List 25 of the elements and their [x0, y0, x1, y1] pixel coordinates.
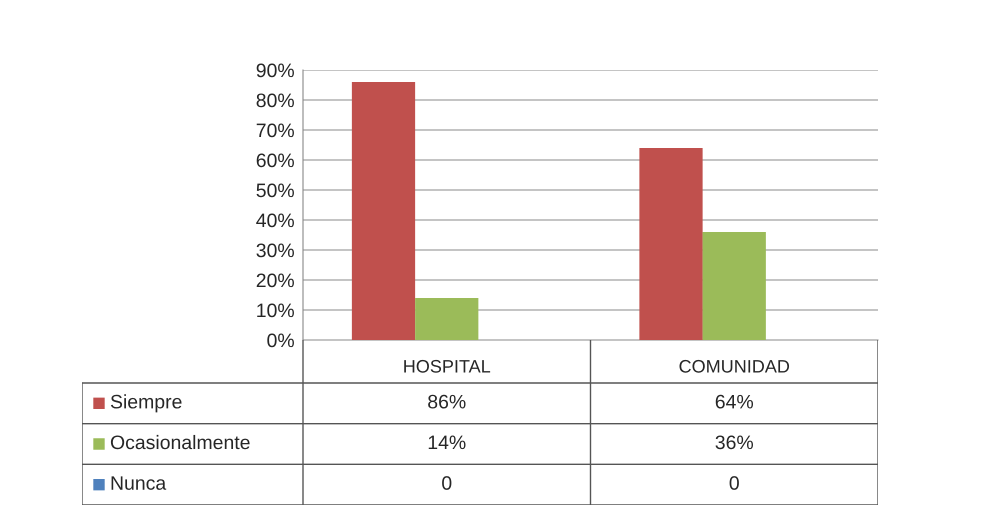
y-tick-label: 80% [256, 93, 294, 108]
data-label: 14% [428, 436, 466, 450]
y-tick-label: 40% [256, 213, 294, 228]
bar [702, 232, 766, 340]
bar [352, 82, 416, 340]
bar [415, 298, 478, 340]
bar [639, 148, 703, 340]
x-tick-label: COMUNIDAD [679, 360, 790, 373]
y-tick-label: 70% [256, 123, 294, 138]
y-tick-label: 50% [256, 183, 294, 198]
data-label: 86% [428, 394, 466, 409]
data-label: 36% [716, 435, 754, 450]
data-label: 0 [730, 476, 739, 490]
legend-label: Siempre [110, 394, 182, 412]
y-tick-label: 10% [257, 303, 294, 318]
data-label: 0 [442, 476, 452, 490]
legend-label: Ocasionalmente [110, 434, 250, 450]
y-tick-label: 90% [256, 63, 294, 78]
y-tick-label: 20% [256, 273, 294, 288]
data-label: 64% [716, 394, 754, 409]
y-tick-label: 0% [267, 333, 294, 348]
y-tick-label: 60% [256, 153, 294, 168]
y-tick-label: 30% [256, 243, 294, 258]
legend-label: Nunca [112, 476, 166, 490]
x-tick-label: HOSPITAL [404, 360, 490, 373]
